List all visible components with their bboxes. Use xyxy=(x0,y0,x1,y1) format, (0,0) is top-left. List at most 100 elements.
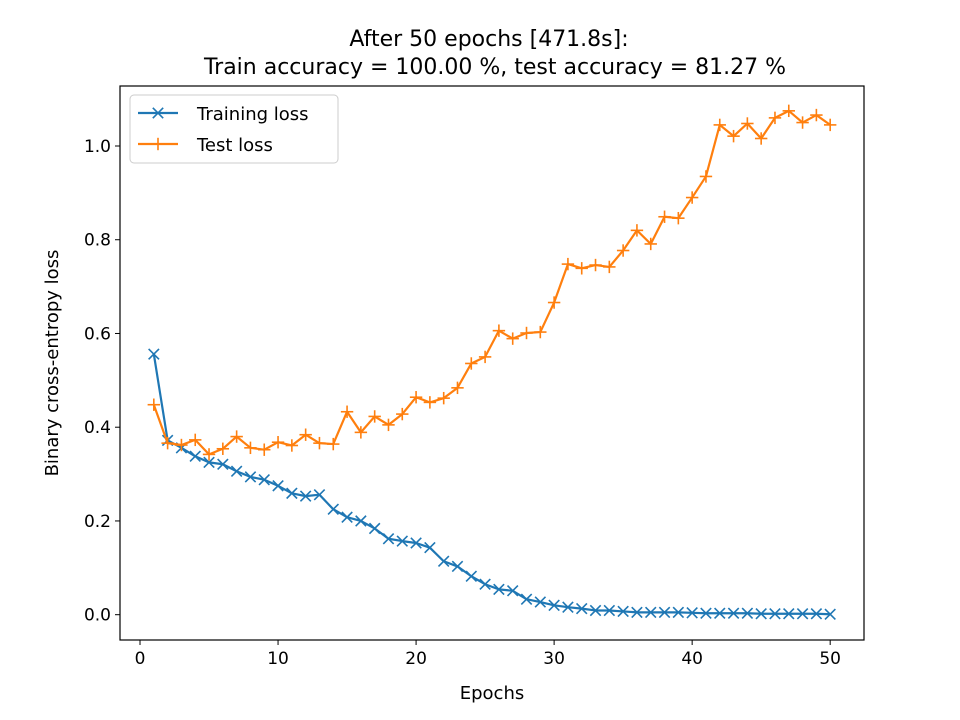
legend-box xyxy=(129,94,339,164)
data-point-test-loss xyxy=(741,117,754,130)
data-point-training-loss xyxy=(341,511,353,523)
data-point-test-loss xyxy=(161,436,174,450)
data-point-training-loss xyxy=(506,585,519,597)
data-point-test-loss xyxy=(630,224,644,237)
data-point-training-loss xyxy=(230,465,243,478)
data-point-training-loss xyxy=(368,522,381,535)
data-point-test-loss xyxy=(382,418,395,432)
x-tick-label: 30 xyxy=(543,649,565,669)
data-point-test-loss xyxy=(299,428,312,441)
data-point-test-loss xyxy=(506,332,519,345)
x-tick-label: 20 xyxy=(405,649,427,669)
data-point-training-loss xyxy=(796,607,809,620)
y-tick-label: 0.2 xyxy=(84,512,111,532)
data-point-training-loss xyxy=(396,535,409,547)
x-tick-label: 40 xyxy=(681,649,703,669)
data-point-training-loss xyxy=(437,555,450,568)
legend-entries xyxy=(138,107,178,151)
data-point-training-loss xyxy=(465,570,478,583)
data-point-training-loss xyxy=(713,607,726,620)
y-tick-label: 0.8 xyxy=(84,231,111,251)
legend: Training loss Test loss xyxy=(129,94,339,164)
data-point-test-loss xyxy=(534,325,547,339)
data-point-training-loss xyxy=(589,604,602,617)
data-point-training-loss xyxy=(810,607,823,620)
data-point-training-loss xyxy=(603,604,616,617)
data-point-test-loss xyxy=(699,170,713,183)
data-point-test-loss xyxy=(147,398,161,411)
data-point-test-loss xyxy=(782,104,795,118)
data-point-test-loss xyxy=(189,433,202,447)
data-point-training-loss xyxy=(658,606,671,619)
data-point-test-loss xyxy=(271,436,285,449)
data-point-test-loss xyxy=(685,191,699,204)
chart-title-line1: After 50 epochs [471.8s]: xyxy=(349,27,628,52)
x-tick-label: 50 xyxy=(819,649,841,669)
data-point-test-loss xyxy=(713,118,726,132)
y-tick-label: 0.6 xyxy=(84,324,111,344)
legend-label-training-loss: Training loss xyxy=(196,104,309,125)
data-point-training-loss xyxy=(727,607,740,620)
data-point-training-loss xyxy=(479,578,491,590)
data-point-test-loss xyxy=(768,111,782,125)
series-line-training-loss xyxy=(152,353,831,616)
data-point-test-loss xyxy=(575,262,588,275)
data-point-test-loss xyxy=(437,391,450,405)
data-point-training-loss xyxy=(755,607,767,620)
y-axis-ticks: 0.0 0.2 0.4 0.6 0.8 1.0 xyxy=(84,137,120,626)
data-point-test-loss xyxy=(409,391,423,404)
y-tick-label: 0.4 xyxy=(84,418,111,438)
data-point-test-loss xyxy=(616,244,630,257)
data-point-test-loss xyxy=(672,211,685,225)
legend-marker-test-loss xyxy=(151,137,165,151)
data-point-test-loss xyxy=(451,381,464,395)
data-point-training-loss xyxy=(217,458,229,471)
data-point-test-loss xyxy=(520,326,533,340)
data-point-training-loss xyxy=(258,473,271,486)
data-point-test-loss xyxy=(313,436,326,450)
x-axis-ticks: 0 10 20 30 40 50 xyxy=(135,640,841,669)
series-layer xyxy=(147,104,837,620)
data-point-test-loss xyxy=(478,350,492,364)
data-point-training-loss xyxy=(313,488,326,501)
data-point-training-loss xyxy=(824,608,836,620)
data-point-training-loss xyxy=(286,487,298,500)
data-point-test-loss xyxy=(230,430,243,443)
data-point-training-loss xyxy=(493,583,505,596)
data-point-training-loss xyxy=(672,606,685,619)
data-point-test-loss xyxy=(754,132,768,145)
legend-label-test-loss: Test loss xyxy=(196,135,273,156)
data-point-training-loss xyxy=(272,480,284,492)
y-tick-label: 1.0 xyxy=(84,137,111,157)
data-point-test-loss xyxy=(589,258,602,272)
plot-frame xyxy=(119,85,865,641)
data-point-training-loss xyxy=(686,607,698,619)
data-point-training-loss xyxy=(562,601,574,613)
data-point-test-loss xyxy=(810,108,823,122)
data-point-test-loss xyxy=(547,296,561,309)
data-point-training-loss xyxy=(534,596,547,608)
data-point-training-loss xyxy=(189,450,201,463)
data-point-test-loss xyxy=(202,448,216,461)
data-point-test-loss xyxy=(340,405,354,418)
data-point-training-loss xyxy=(741,607,754,620)
data-point-training-loss xyxy=(148,348,160,360)
data-point-test-loss xyxy=(327,437,340,451)
data-point-test-loss xyxy=(258,443,271,456)
data-point-test-loss xyxy=(561,257,575,271)
data-point-test-loss xyxy=(727,129,740,143)
data-point-training-loss xyxy=(617,605,629,618)
y-tick-label: 0.0 xyxy=(84,606,111,626)
data-point-test-loss xyxy=(285,439,299,452)
data-point-test-loss xyxy=(465,357,478,370)
data-point-training-loss xyxy=(783,607,795,620)
chart-title-line2: Train accuracy = 100.00 %, test accuracy… xyxy=(203,55,786,80)
x-tick-label: 0 xyxy=(135,649,146,669)
series-line-test-loss xyxy=(152,109,831,456)
data-point-training-loss xyxy=(382,532,395,545)
data-point-training-loss xyxy=(769,607,781,620)
data-point-test-loss xyxy=(423,396,437,409)
data-point-test-loss xyxy=(658,210,671,223)
x-tick-label: 10 xyxy=(267,649,289,669)
